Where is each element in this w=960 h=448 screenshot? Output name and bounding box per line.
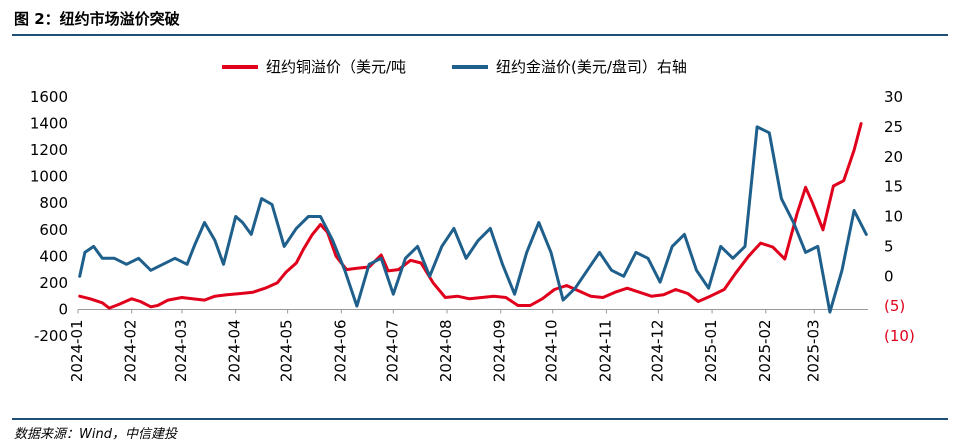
- x-axis-tick-label: 2024-03: [172, 319, 190, 382]
- gold-premium-line: [78, 125, 868, 314]
- legend-copper-label: 纽约铜溢价（美元/吨: [266, 58, 406, 76]
- right-axis-tick-label: 0: [884, 267, 894, 285]
- legend-gold-label: 纽约金溢价(美元/盘司）右轴: [496, 58, 687, 76]
- right-axis-tick-label: 5: [884, 237, 894, 255]
- bottom-rule: [12, 418, 948, 420]
- top-rule: [12, 34, 948, 36]
- left-axis-tick-label: 800: [39, 194, 68, 212]
- x-axis-tick-label: 2024-06: [331, 319, 349, 382]
- chart-title: 图 2：纽约市场溢价突破: [14, 10, 180, 28]
- x-axis-tick-label: 2024-11: [596, 319, 614, 382]
- left-axis-tick-label: 1400: [30, 115, 68, 133]
- x-axis-tick-label: 2024-04: [226, 319, 244, 382]
- copper-premium-line: [78, 122, 863, 310]
- right-axis-tick-label: 15: [884, 178, 903, 196]
- left-axis-tick-label: 1200: [30, 141, 68, 159]
- x-axis-tick-label: 2024-01: [68, 319, 86, 382]
- left-axis-tick-label: 400: [39, 247, 68, 265]
- x-axis-tick-label: 2025-02: [756, 319, 774, 382]
- right-axis-tick-label: 10: [884, 208, 903, 226]
- x-axis-tick-label: 2024-08: [437, 319, 455, 382]
- x-axis-tick-label: 2024-09: [491, 319, 509, 382]
- right-axis-tick-label: (10): [884, 327, 915, 345]
- left-axis-tick-label: 0: [58, 300, 68, 318]
- right-axis-tick-label: 30: [884, 88, 903, 106]
- left-axis-tick-label: -200: [34, 327, 68, 345]
- x-axis-tick-label: 2024-07: [383, 319, 401, 382]
- left-axis-tick-label: 200: [39, 274, 68, 292]
- x-axis-tick-label: 2024-12: [648, 319, 666, 382]
- left-axis-tick-label: 1600: [30, 88, 68, 106]
- right-axis-tick-label: 25: [884, 118, 903, 136]
- source-note: 数据来源：Wind，中信建投: [14, 427, 177, 442]
- right-axis-tick-label: (5): [884, 297, 905, 315]
- x-axis-tick-label: 2024-02: [122, 319, 140, 382]
- left-axis-tick-label: 600: [39, 221, 68, 239]
- right-axis-tick-label: 20: [884, 148, 903, 166]
- x-axis-tick-label: 2025-03: [804, 319, 822, 382]
- x-axis-tick-label: 2024-10: [543, 319, 561, 382]
- x-axis-tick-label: 2024-05: [278, 319, 296, 382]
- left-axis-tick-label: 1000: [30, 168, 68, 186]
- x-axis-tick-label: 2025-01: [702, 319, 720, 382]
